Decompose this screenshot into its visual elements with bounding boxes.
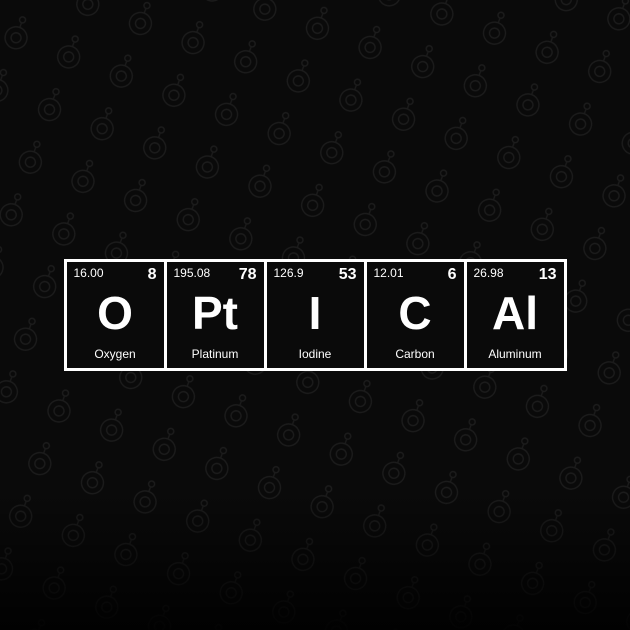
- atomic-mass: 126.9: [274, 267, 304, 279]
- element-tile-platinum: 195.08 78 Pt Platinum: [164, 259, 267, 371]
- atomic-mass: 195.08: [174, 267, 211, 279]
- element-name: Iodine: [267, 347, 364, 368]
- element-name: Carbon: [367, 347, 464, 368]
- element-symbol: C: [367, 279, 464, 347]
- atomic-mass: 26.98: [474, 267, 504, 279]
- element-symbol: Pt: [167, 279, 264, 347]
- periodic-word-row: 16.00 8 O Oxygen 195.08 78 Pt Platinum 1…: [64, 259, 567, 371]
- element-name: Oxygen: [67, 347, 164, 368]
- canvas: 16.00 8 O Oxygen 195.08 78 Pt Platinum 1…: [0, 0, 630, 630]
- element-tile-aluminum: 26.98 13 Al Aluminum: [464, 259, 567, 371]
- element-name: Platinum: [167, 347, 264, 368]
- element-symbol: I: [267, 279, 364, 347]
- element-symbol: Al: [467, 279, 564, 347]
- element-tile-iodine: 126.9 53 I Iodine: [264, 259, 367, 371]
- element-tile-carbon: 12.01 6 C Carbon: [364, 259, 467, 371]
- element-symbol: O: [67, 279, 164, 347]
- element-tile-oxygen: 16.00 8 O Oxygen: [64, 259, 167, 371]
- atomic-mass: 12.01: [374, 267, 404, 279]
- atomic-mass: 16.00: [74, 267, 104, 279]
- element-name: Aluminum: [467, 347, 564, 368]
